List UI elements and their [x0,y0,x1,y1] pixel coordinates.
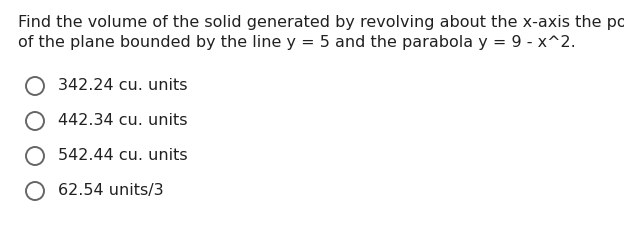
Text: of the plane bounded by the line y = 5 and the parabola y = 9 - x^2.: of the plane bounded by the line y = 5 a… [18,35,576,50]
Text: 542.44 cu. units: 542.44 cu. units [58,148,188,163]
Text: 342.24 cu. units: 342.24 cu. units [58,78,187,93]
Text: Find the volume of the solid generated by revolving about the x-axis the portion: Find the volume of the solid generated b… [18,15,624,30]
Text: 62.54 units/3: 62.54 units/3 [58,183,163,198]
Text: 442.34 cu. units: 442.34 cu. units [58,113,187,128]
